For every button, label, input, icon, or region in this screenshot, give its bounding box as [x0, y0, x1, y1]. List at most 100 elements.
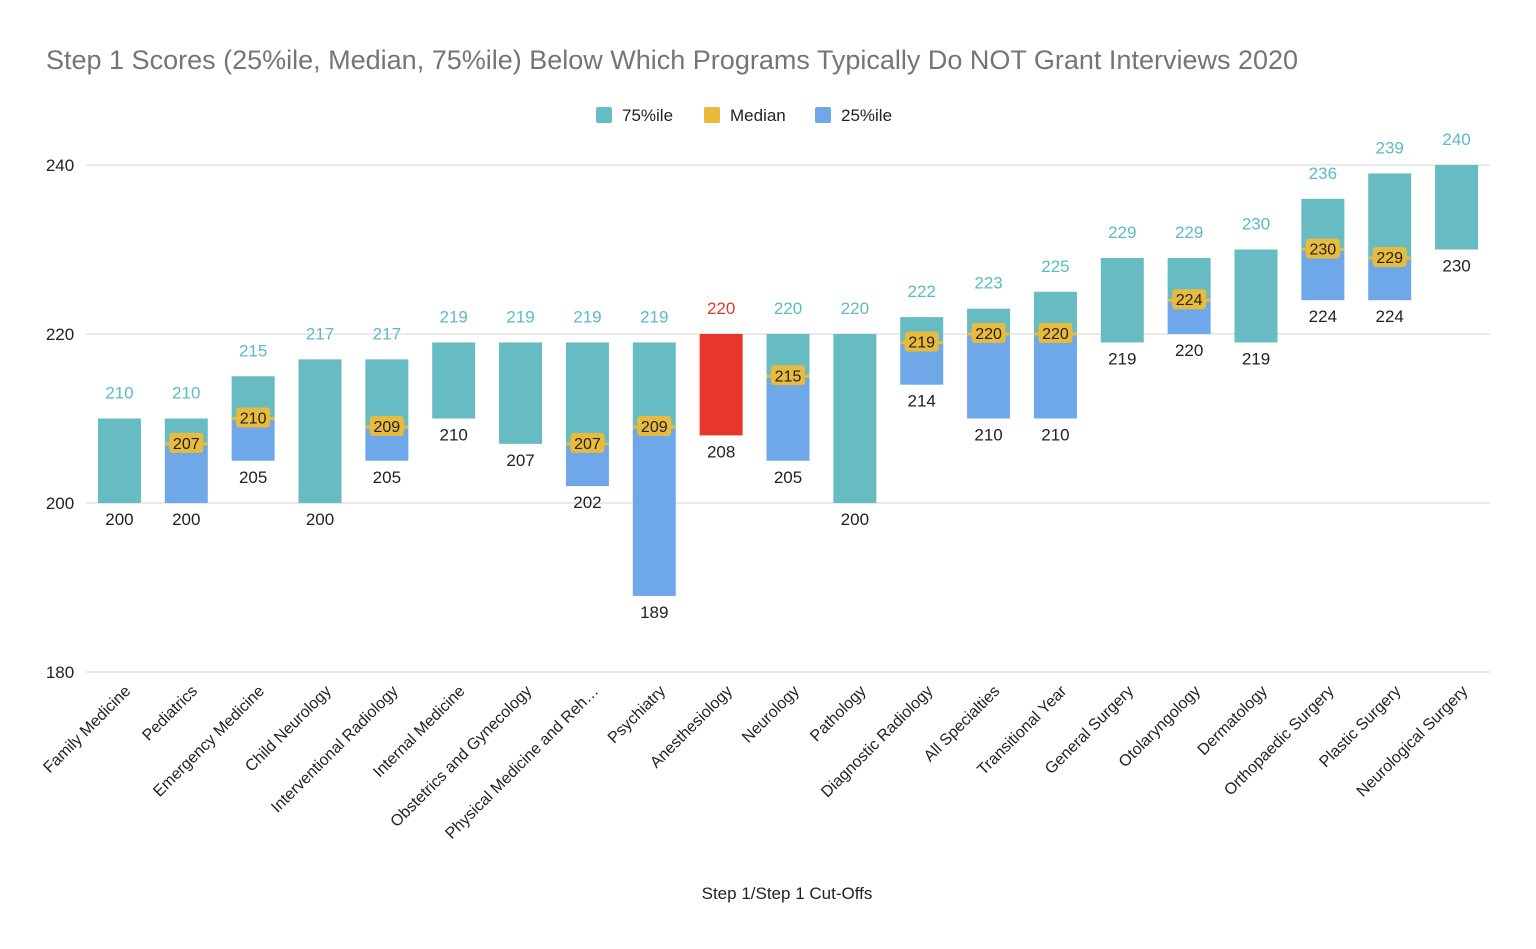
bar-lower-10 [766, 376, 810, 461]
label-25-6: 207 [506, 451, 534, 470]
label-75-6: 219 [506, 307, 534, 326]
x-tick-label-2: Emergency Medicine [150, 683, 268, 801]
x-tick-label-12: Diagnostic Radiology [818, 683, 936, 801]
label-25-11: 200 [841, 510, 869, 529]
label-25-8: 189 [640, 603, 668, 622]
label-25-16: 220 [1175, 341, 1203, 360]
bar-0 [97, 418, 141, 503]
median-badge-1 [169, 432, 204, 453]
bar-5 [432, 342, 476, 419]
x-tick-label-18: Orthopaedic Surgery [1221, 683, 1337, 799]
label-75-19: 239 [1376, 138, 1404, 157]
label-75-5: 219 [440, 307, 468, 326]
label-25-0: 200 [105, 510, 133, 529]
median-badge-13 [971, 323, 1006, 343]
legend-label-25: 25%ile [841, 106, 892, 125]
bar-upper-8 [632, 342, 676, 427]
label-median-8: 209 [641, 419, 668, 436]
bar-upper-4 [365, 359, 409, 427]
bar-lower-14 [1033, 334, 1077, 419]
label-median-14: 220 [1042, 326, 1069, 343]
x-tick-label-1: Pediatrics [139, 683, 201, 745]
median-badge-4 [369, 415, 404, 436]
label-25-10: 205 [774, 468, 802, 487]
bar-6 [499, 342, 543, 444]
median-badge-2 [236, 407, 271, 428]
label-median-2: 210 [240, 411, 267, 428]
label-median-4: 209 [374, 419, 401, 436]
label-75-15: 229 [1108, 223, 1136, 242]
label-median-19: 229 [1376, 250, 1403, 267]
label-75-16: 229 [1175, 223, 1203, 242]
legend-label-75: 75%ile [622, 106, 673, 125]
label-75-7: 219 [573, 307, 601, 326]
y-tick-label-240: 240 [46, 156, 74, 175]
label-75-9: 220 [707, 299, 735, 318]
label-25-2: 205 [239, 468, 267, 487]
label-median-12: 219 [908, 334, 935, 351]
legend: 75%ile Median 25%ile [596, 106, 892, 125]
label-25-14: 210 [1041, 426, 1069, 445]
y-axis-ticks: 180 200 220 240 [46, 156, 74, 682]
data-labels: 210 200 210 200 207 215 205 210 217 200 217 205 209 2… [105, 130, 1471, 622]
bar-11 [833, 334, 877, 503]
label-25-18: 224 [1309, 307, 1337, 326]
x-tick-label-0: Family Medicine [40, 683, 134, 777]
bar-17 [1234, 249, 1278, 343]
legend-swatch-25 [815, 107, 831, 123]
label-25-9: 208 [707, 442, 735, 461]
y-tick-label-200: 200 [46, 494, 74, 513]
label-75-17: 230 [1242, 215, 1270, 234]
legend-label-median: Median [730, 106, 786, 125]
label-25-19: 224 [1376, 307, 1404, 326]
x-tick-label-10: Neurology [739, 683, 803, 747]
bar-highlight-9 [699, 334, 743, 436]
x-axis-title: Step 1/Step 1 Cut-Offs [702, 884, 873, 903]
label-75-4: 217 [373, 324, 401, 343]
label-median-16: 224 [1176, 292, 1203, 309]
median-badge-14 [1038, 323, 1073, 343]
median-badge-18 [1305, 238, 1340, 259]
x-tick-label-11: Pathology [807, 683, 869, 745]
legend-swatch-75 [596, 107, 612, 123]
label-median-18: 230 [1310, 242, 1337, 259]
label-75-10: 220 [774, 299, 802, 318]
x-tick-label-20: Neurological Surgery [1354, 683, 1472, 801]
label-75-8: 219 [640, 307, 668, 326]
label-median-7: 207 [574, 436, 601, 453]
bar-3 [298, 359, 342, 503]
bar-lower-8 [632, 426, 676, 596]
y-tick-label-180: 180 [46, 663, 74, 682]
median-badge-8 [637, 415, 672, 436]
label-25-13: 210 [974, 426, 1002, 445]
median-badge-19 [1372, 246, 1407, 267]
label-75-20: 240 [1442, 130, 1470, 149]
label-25-12: 214 [908, 392, 936, 411]
label-75-0: 210 [105, 384, 133, 403]
label-25-15: 219 [1108, 349, 1136, 368]
y-tick-label-220: 220 [46, 325, 74, 344]
label-25-1: 200 [172, 510, 200, 529]
label-25-7: 202 [573, 493, 601, 512]
label-75-2: 215 [239, 341, 267, 360]
legend-swatch-median [704, 107, 720, 123]
median-badge-16 [1172, 289, 1207, 310]
label-25-3: 200 [306, 510, 334, 529]
label-median-1: 207 [173, 436, 200, 453]
bar-lower-13 [967, 334, 1011, 419]
label-median-10: 215 [775, 368, 802, 385]
x-tick-label-8: Psychiatry [605, 683, 669, 747]
median-badge-10 [771, 365, 805, 386]
label-75-11: 220 [841, 299, 869, 318]
chart-title: Step 1 Scores (25%ile, Median, 75%ile) B… [46, 45, 1298, 75]
label-75-14: 225 [1041, 257, 1069, 276]
median-badge-12 [904, 331, 939, 352]
label-75-13: 223 [974, 274, 1002, 293]
bar-20 [1435, 165, 1479, 250]
label-25-4: 205 [373, 468, 401, 487]
label-75-12: 222 [908, 282, 936, 301]
label-75-1: 210 [172, 384, 200, 403]
label-25-20: 230 [1442, 257, 1470, 276]
